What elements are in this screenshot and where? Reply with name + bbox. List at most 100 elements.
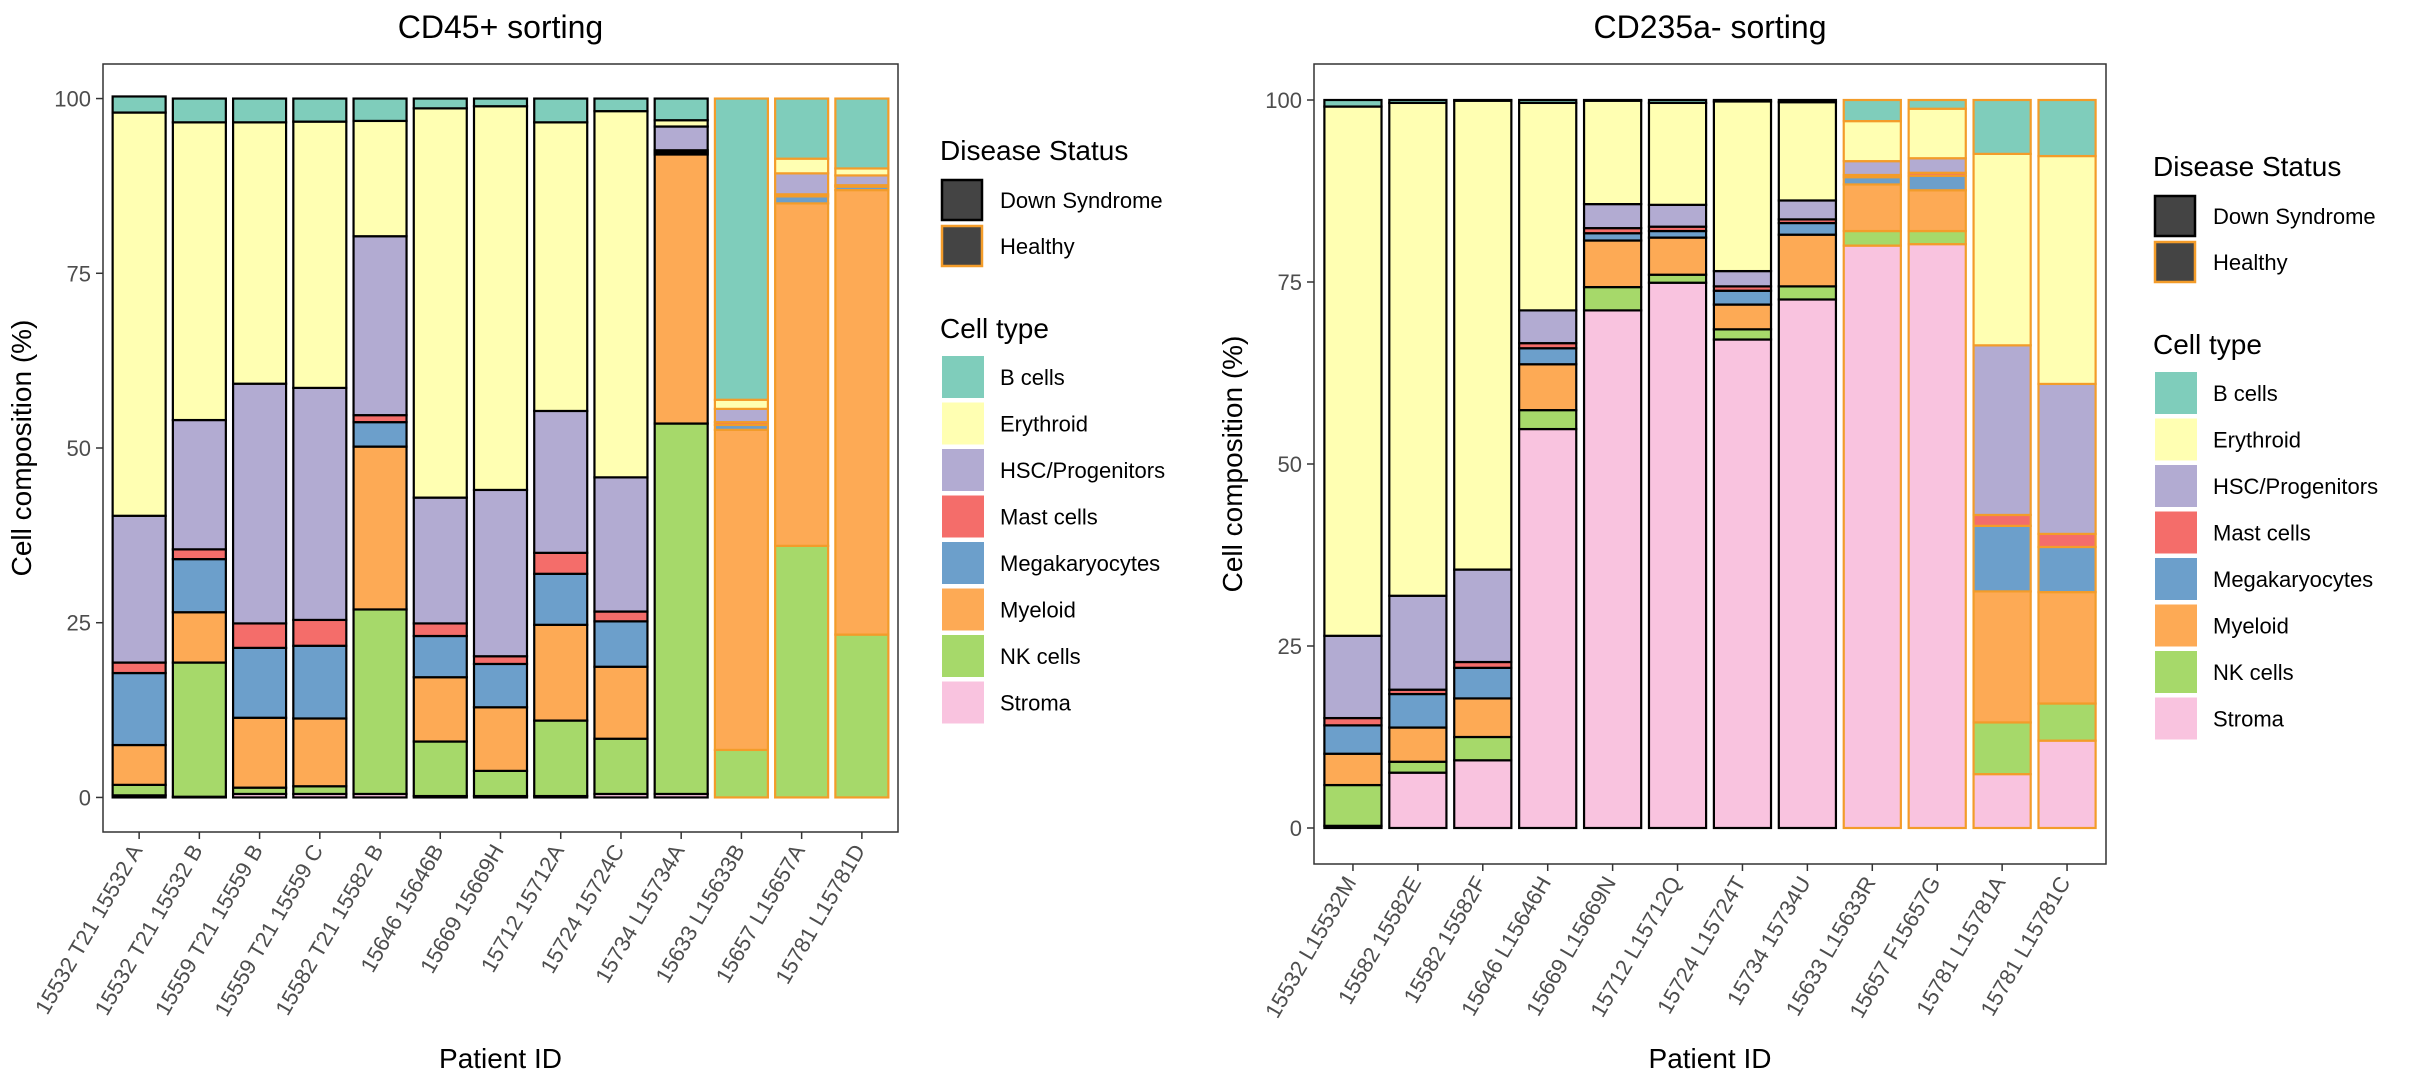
bar-segment <box>2037 702 2097 742</box>
y-tick-label: 75 <box>67 261 91 286</box>
legend-label-celltype: HSC/Progenitors <box>2213 474 2378 499</box>
bar-segment <box>1323 634 1383 720</box>
bar-segment <box>1972 513 2032 527</box>
bar-segment <box>1777 298 1838 830</box>
bar-segment <box>834 174 890 187</box>
legend-label-disease: Healthy <box>2213 250 2288 275</box>
bar-segment <box>171 418 227 551</box>
legend-key-disease <box>2153 194 2197 238</box>
bar-segment <box>593 737 649 796</box>
bar-segment <box>352 97 408 123</box>
bar-segment <box>292 386 348 622</box>
bar-segment <box>774 97 830 160</box>
legend-key-celltype <box>2155 465 2197 507</box>
legend-key-disease <box>940 224 984 268</box>
bar-segment <box>231 646 288 719</box>
bar-segment <box>1518 427 1578 830</box>
bar-segment <box>171 661 227 798</box>
bar-segment <box>1712 338 1773 830</box>
bar-segment <box>653 422 709 796</box>
bar-segment <box>1712 328 1773 341</box>
bar-segment <box>1453 568 1513 664</box>
bar-segment <box>352 235 408 417</box>
bar-segment <box>171 121 227 422</box>
legend-key-celltype <box>942 356 984 398</box>
bar-segment <box>1518 363 1578 412</box>
bar-segment <box>472 769 529 798</box>
bar-segment <box>533 572 589 626</box>
bar-segment <box>1972 152 2032 347</box>
bar-segment <box>111 111 167 517</box>
legend-label-celltype: Megakaryocytes <box>2213 567 2373 592</box>
bar-segment <box>713 428 770 752</box>
legend-title-disease: Disease Status <box>2153 151 2341 182</box>
bar-segment <box>1647 98 1708 105</box>
legend-label-celltype: NK cells <box>2213 660 2294 685</box>
bar-segment <box>472 488 529 658</box>
bar-segment <box>1777 233 1838 288</box>
bar-segment <box>1972 98 2032 155</box>
bar-segment <box>1777 199 1838 221</box>
bar-segment <box>1582 285 1643 312</box>
bar-segment <box>1972 524 2032 593</box>
bar-segment <box>1712 289 1773 306</box>
bar-segment <box>472 662 529 709</box>
legend-label-celltype: B cells <box>2213 381 2278 406</box>
bar-segment <box>1453 98 1513 102</box>
legend-key-celltype <box>2155 604 2197 647</box>
bar-segment <box>1323 105 1383 637</box>
bar-segment <box>352 608 408 796</box>
bar-segment <box>2037 154 2097 386</box>
bar-segment <box>231 716 288 789</box>
y-tick-label: 25 <box>67 611 91 636</box>
bar-segment <box>1647 281 1708 830</box>
bar-segment <box>2037 591 2097 705</box>
bar-segment <box>171 611 227 664</box>
bar-segment <box>412 634 468 679</box>
bar-segment <box>653 97 709 122</box>
bar-segment <box>593 97 649 113</box>
legend-label-celltype: HSC/Progenitors <box>1000 458 1165 483</box>
bar-segment <box>774 172 830 196</box>
bar-segment <box>1647 236 1708 276</box>
bar-segment <box>1323 98 1383 108</box>
bar-segment <box>593 476 649 613</box>
bar-segment <box>171 97 227 124</box>
bar-segment <box>292 644 348 720</box>
legend-label-celltype: Myeloid <box>2213 614 2289 639</box>
bar-segment <box>1777 285 1838 301</box>
legend-label-celltype: B cells <box>1000 365 1065 390</box>
bar-segment <box>1907 243 1967 830</box>
bar-segment <box>1582 239 1643 289</box>
x-tick-label: 15582 T21 15582 B <box>270 840 388 1020</box>
bar-segment <box>1323 752 1383 787</box>
y-tick-label: 100 <box>1265 88 1302 113</box>
y-tick-label: 25 <box>1278 634 1302 659</box>
bar-segment <box>653 125 709 152</box>
x-tick-label: 15532 T21 15532 A <box>30 840 148 1019</box>
legend-key-celltype <box>942 681 984 724</box>
bar-segment <box>1388 101 1448 597</box>
y-tick-label: 100 <box>54 87 91 112</box>
bar-segment <box>1907 174 1967 192</box>
bar-segment <box>774 157 830 175</box>
bar-segment <box>472 97 529 108</box>
legend-key-disease <box>2153 240 2197 284</box>
legend-key-celltype <box>942 495 984 538</box>
bar-segment <box>1647 203 1708 228</box>
bar-segment <box>231 382 288 625</box>
bar-segment <box>352 421 408 448</box>
bar-segment <box>1777 98 1838 104</box>
legend: Disease Status Down Syndrome Healthy Cell t… <box>940 135 1165 724</box>
legend-label-celltype: NK cells <box>1000 644 1081 669</box>
bar-segment <box>231 121 288 385</box>
bar-segment <box>593 665 649 740</box>
legend-label-celltype: Stroma <box>2213 707 2285 732</box>
bar-segment <box>1972 344 2032 517</box>
bar-segment <box>231 97 288 124</box>
x-axis-label: Patient ID <box>439 1043 562 1074</box>
legend-label-celltype: Stroma <box>1000 691 1072 716</box>
bar-segment <box>1453 99 1513 571</box>
legend-key-celltype <box>2155 558 2197 600</box>
bar-segment <box>1388 594 1448 691</box>
